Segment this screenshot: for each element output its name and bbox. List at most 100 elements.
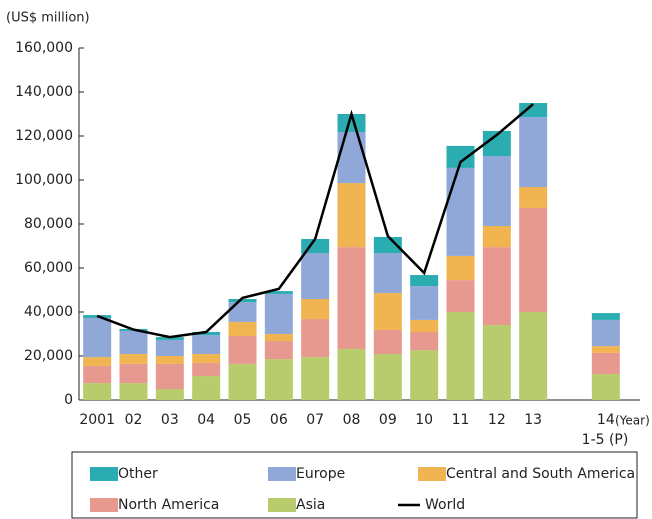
bar-segment — [228, 335, 257, 364]
bar-segment — [155, 389, 184, 400]
bar-segment — [337, 348, 366, 400]
bar-segment — [446, 280, 475, 312]
bar-segment — [228, 302, 257, 322]
y-tick-label: 160,000 — [15, 40, 73, 56]
bar-segment — [373, 236, 402, 254]
x-tick-label: 07 — [306, 412, 324, 428]
x-tick-label: 2001 — [79, 412, 115, 428]
bar-segment — [410, 286, 439, 320]
legend-swatch — [418, 467, 446, 481]
x-unit: (Year) — [615, 414, 650, 428]
x-tick-label: 02 — [125, 412, 143, 428]
x-tick-label: 05 — [234, 412, 252, 428]
bar-segment — [482, 225, 511, 248]
bar-segment — [192, 332, 221, 336]
x-tick-label: 06 — [270, 412, 288, 428]
legend-label: Asia — [296, 497, 325, 513]
annotation: 1-5 (P) — [582, 432, 629, 448]
bar-segment — [192, 376, 221, 400]
bar-segment — [301, 319, 330, 358]
bar-segment — [155, 363, 184, 389]
bar-segment — [155, 339, 184, 356]
bar-segment — [119, 363, 148, 384]
bar-segment — [83, 357, 112, 366]
x-tick-label: 12 — [488, 412, 506, 428]
x-tick-label: 13 — [524, 412, 542, 428]
bar-segment — [482, 156, 511, 226]
line — [96, 103, 534, 339]
bar-segment — [373, 330, 402, 355]
legend-label: World — [425, 497, 465, 513]
bar-segment — [482, 247, 511, 325]
x-tick-label: 11 — [452, 412, 470, 428]
bar-segment — [519, 117, 548, 188]
bar-segment — [410, 332, 439, 351]
bar-segment — [337, 114, 366, 133]
y-tick-label: 80,000 — [24, 216, 73, 232]
bar-segment — [373, 354, 402, 400]
legend-label: Europe — [296, 466, 345, 482]
bar-segment — [519, 312, 548, 400]
y-tick-label: 100,000 — [15, 172, 73, 188]
bar-segment — [264, 359, 293, 400]
bar-segment — [519, 187, 548, 208]
y-tick-label: 40,000 — [24, 304, 73, 320]
bar-segment — [519, 207, 548, 312]
y-tick-label: 120,000 — [15, 128, 73, 144]
chart-title: (US$ million) — [6, 11, 90, 26]
bar-segment — [410, 350, 439, 400]
bar-segment — [446, 145, 475, 168]
bar-segment — [192, 354, 221, 364]
bar-segment — [301, 299, 330, 320]
legend-swatch — [268, 467, 296, 481]
bar-segment — [264, 291, 293, 294]
legend-label: North America — [118, 497, 219, 513]
bar-segment — [264, 293, 293, 334]
legend-swatch — [268, 498, 296, 512]
bar-segment — [591, 319, 620, 347]
y-tick-label: 60,000 — [24, 260, 73, 276]
bar-segment — [83, 365, 112, 384]
bar-segment — [155, 337, 184, 340]
legend-box — [71, 451, 638, 519]
bar-segment — [519, 103, 548, 118]
x-tick-label: 04 — [197, 412, 215, 428]
bar-segment — [337, 247, 366, 349]
bar-segment — [337, 183, 366, 248]
bar-segment — [192, 335, 221, 355]
bar-segment — [228, 321, 257, 336]
bar-segment — [410, 319, 439, 333]
bar-segment — [446, 312, 475, 400]
y-tick-label: 140,000 — [15, 84, 73, 100]
bar-segment — [83, 383, 112, 400]
legend-swatch — [90, 467, 118, 481]
legend-label: Central and South America — [446, 466, 635, 482]
x-tick-label: 09 — [379, 412, 397, 428]
bar-segment — [228, 363, 257, 400]
bar-segment — [591, 346, 620, 353]
legend-swatch — [90, 498, 118, 512]
bar-segment — [119, 354, 148, 364]
y-tick-label: 20,000 — [24, 348, 73, 364]
bar-segment — [373, 293, 402, 331]
bar-segment — [337, 132, 366, 184]
bar-segment — [373, 253, 402, 294]
bar-segment — [446, 255, 475, 281]
bar-segment — [192, 363, 221, 377]
x-tick-label: 10 — [415, 412, 433, 428]
bar-segment — [83, 317, 112, 358]
bar-segment — [301, 253, 330, 300]
bar-segment — [119, 330, 148, 355]
bar-segment — [482, 324, 511, 400]
x-tick-label: 14 — [597, 412, 615, 428]
x-tick-label: 08 — [343, 412, 361, 428]
bar-segment — [155, 356, 184, 364]
bar-segment — [264, 341, 293, 360]
bar-segment — [228, 299, 257, 303]
bar-segment — [591, 352, 620, 375]
legend-label: Other — [118, 466, 158, 482]
x-tick-label: 03 — [161, 412, 179, 428]
bar-segment — [119, 383, 148, 400]
bar-segment — [591, 374, 620, 400]
